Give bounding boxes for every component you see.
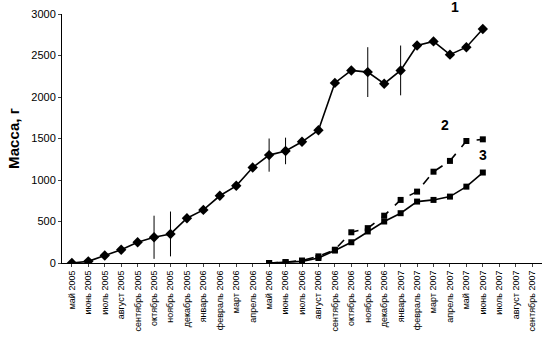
svg-text:январь 2007: январь 2007 xyxy=(396,271,406,323)
svg-text:август 2005: август 2005 xyxy=(116,271,126,320)
svg-text:март 2007: март 2007 xyxy=(428,271,438,314)
svg-text:0: 0 xyxy=(50,257,56,269)
svg-text:январь 2006: январь 2006 xyxy=(198,271,208,323)
svg-text:май 2005: май 2005 xyxy=(67,271,77,310)
svg-text:декабрь 2006: декабрь 2006 xyxy=(379,271,389,328)
svg-text:3000: 3000 xyxy=(31,8,55,20)
svg-text:май 2006: май 2006 xyxy=(264,271,274,310)
svg-text:март 2006: март 2006 xyxy=(231,271,241,314)
svg-text:май 2007: май 2007 xyxy=(461,271,471,310)
svg-text:декабрь 2005: декабрь 2005 xyxy=(182,271,192,328)
svg-text:ноябрь 2006: ноябрь 2006 xyxy=(363,271,373,323)
svg-text:1: 1 xyxy=(451,0,459,15)
svg-text:500: 500 xyxy=(37,215,55,227)
svg-text:сентябрь 2007: сентябрь 2007 xyxy=(527,271,537,332)
svg-text:июль 2005: июль 2005 xyxy=(100,271,110,315)
svg-text:август 2007: август 2007 xyxy=(511,271,521,320)
svg-text:2500: 2500 xyxy=(31,49,55,61)
svg-text:июнь 2006: июнь 2006 xyxy=(280,271,290,315)
svg-text:1000: 1000 xyxy=(31,174,55,186)
svg-text:2000: 2000 xyxy=(31,91,55,103)
svg-text:ноябрь 2005: ноябрь 2005 xyxy=(165,271,175,323)
svg-text:июнь 2005: июнь 2005 xyxy=(83,271,93,315)
svg-text:февраль 2006: февраль 2006 xyxy=(215,271,225,331)
svg-text:февраль 2007: февраль 2007 xyxy=(412,271,422,331)
svg-text:июль 2006: июль 2006 xyxy=(297,271,307,315)
svg-text:август 2006: август 2006 xyxy=(313,271,323,320)
svg-text:июль 2007: июль 2007 xyxy=(494,271,504,315)
svg-text:3: 3 xyxy=(479,147,487,163)
svg-text:1500: 1500 xyxy=(31,132,55,144)
svg-text:сентябрь 2005: сентябрь 2005 xyxy=(133,271,143,332)
svg-text:июнь 2007: июнь 2007 xyxy=(478,271,488,315)
svg-text:апрель 2006: апрель 2006 xyxy=(248,271,258,323)
svg-text:октябрь 2005: октябрь 2005 xyxy=(149,271,159,326)
svg-text:октябрь 2006: октябрь 2006 xyxy=(346,271,356,326)
svg-text:Масса, г: Масса, г xyxy=(5,108,22,169)
svg-text:сентябрь 2006: сентябрь 2006 xyxy=(330,271,340,332)
svg-text:2: 2 xyxy=(441,117,449,133)
svg-text:апрель 2007: апрель 2007 xyxy=(445,271,455,323)
